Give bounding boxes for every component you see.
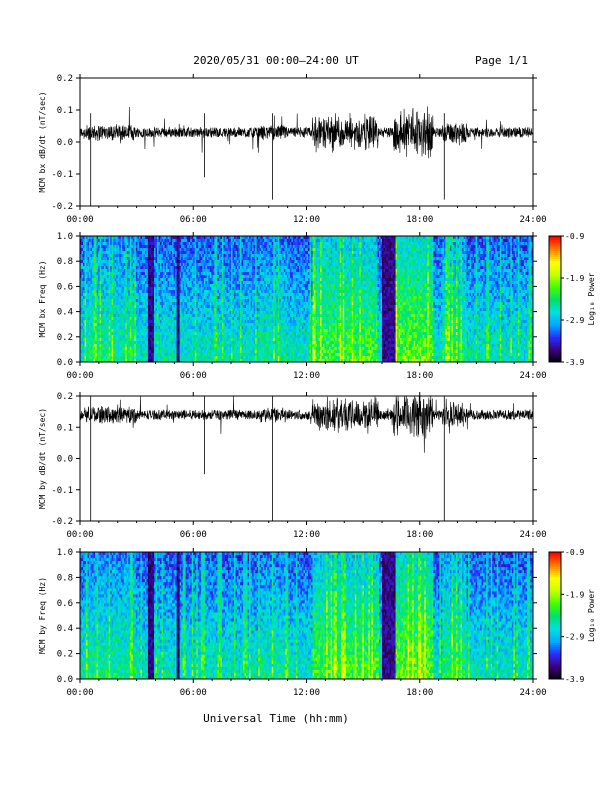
y-tick-label: 0.2 bbox=[57, 74, 73, 84]
y-tick-label: 0.1 bbox=[57, 106, 73, 116]
x-tick-label: 18:00 bbox=[406, 371, 433, 381]
panel-2: 1.0 0.8 0.6 0.4 0.2 0.0 00:00 06:00 12:00 18:00 24… bbox=[38, 232, 596, 381]
y-tick-label: 0.4 bbox=[57, 308, 73, 318]
plot-frame bbox=[80, 78, 533, 206]
y-axis-label: MCM bx dB/dt (nT/sec) bbox=[38, 91, 47, 192]
x-tick-label: 24:00 bbox=[519, 371, 546, 381]
header-page: Page 1/1 bbox=[475, 54, 528, 67]
panel-1: 0.2 0.1 0.0 -0.1 -0.2 00:00 06:00 12:00 18:00 24:… bbox=[38, 74, 547, 225]
y-tick-label: 0.0 bbox=[57, 138, 73, 148]
y-axis-label: MCM bx Freq (Hz) bbox=[38, 260, 47, 337]
y-tick-label: 1.0 bbox=[57, 232, 73, 242]
header-title: 2020/05/31 00:00–24:00 UT bbox=[193, 54, 359, 67]
trace-line bbox=[80, 106, 533, 158]
x-tick-label: 24:00 bbox=[519, 215, 546, 225]
x-tick-label: 18:00 bbox=[406, 215, 433, 225]
plot-stack: 0.2 0.1 0.0 -0.1 -0.2 00:00 06:00 12:00 18:00 24:… bbox=[38, 74, 596, 698]
y-tick-label: 0.2 bbox=[57, 333, 73, 343]
x-tick-label: 06:00 bbox=[180, 215, 207, 225]
x-tick-label: 12:00 bbox=[293, 215, 320, 225]
y-tick-label: -0.2 bbox=[51, 202, 73, 212]
y-tick-label: 0.0 bbox=[57, 358, 73, 368]
x-tick-label: 00:00 bbox=[66, 371, 93, 381]
y-tick-label: -0.1 bbox=[51, 170, 73, 180]
x-tick-label: 12:00 bbox=[293, 371, 320, 381]
y-tick-label: 0.8 bbox=[57, 257, 73, 267]
x-tick-label: 06:00 bbox=[180, 371, 207, 381]
x-tick-label: 00:00 bbox=[66, 215, 93, 225]
y-tick-label: 0.6 bbox=[57, 282, 73, 292]
